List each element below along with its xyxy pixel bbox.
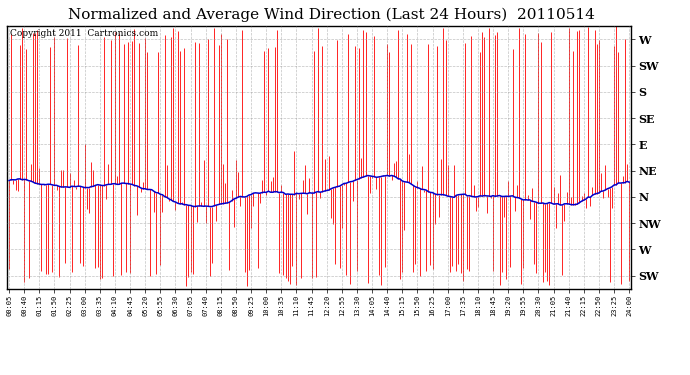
Text: Copyright 2011  Cartronics.com: Copyright 2011 Cartronics.com [10,29,158,38]
Text: Normalized and Average Wind Direction (Last 24 Hours)  20110514: Normalized and Average Wind Direction (L… [68,8,595,22]
